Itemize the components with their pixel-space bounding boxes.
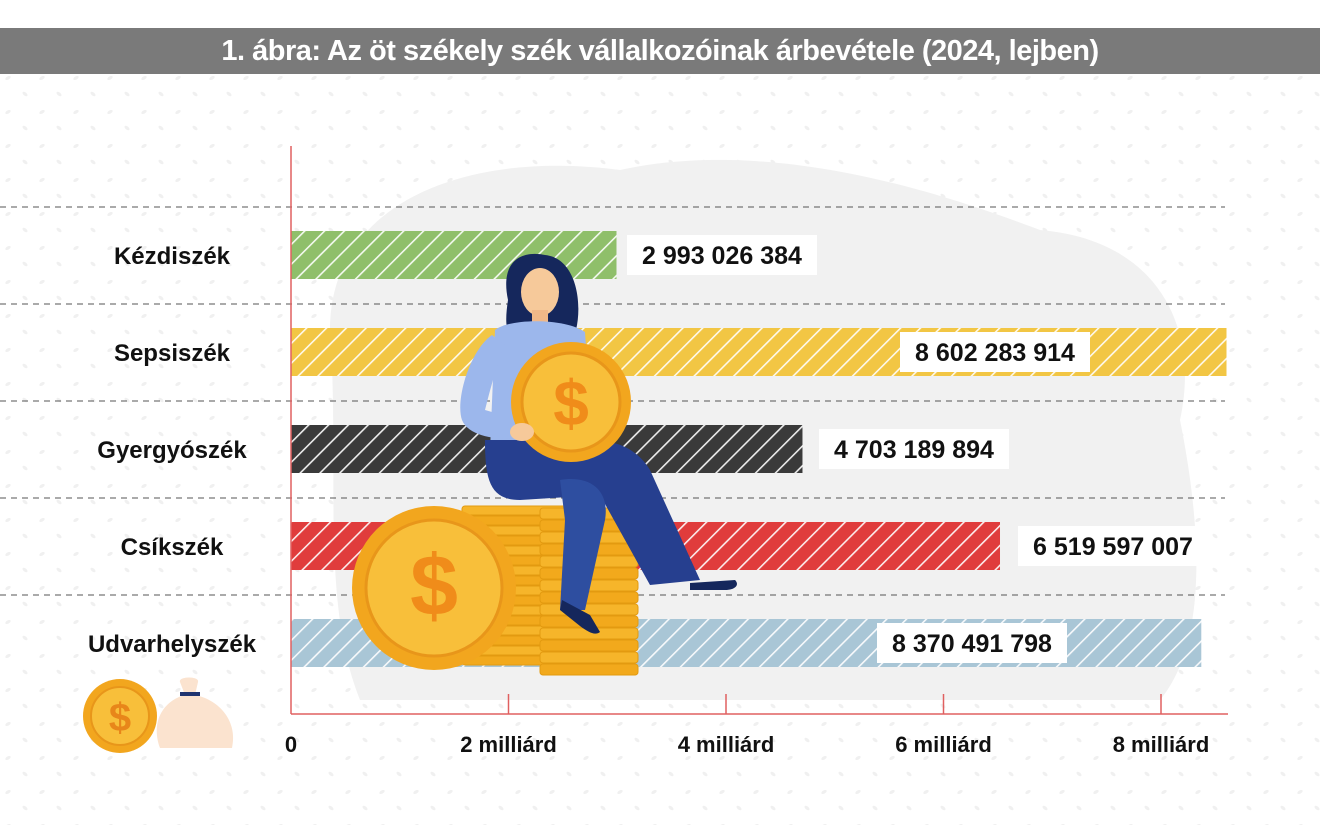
x-ticks: 0 2 milliárd 4 milliárd 6 milliárd 8 milliár… xyxy=(285,694,1209,757)
value-label: 6 519 597 007 xyxy=(1033,533,1193,561)
value-label: 2 993 026 384 xyxy=(642,242,802,270)
svg-text:$: $ xyxy=(410,538,458,634)
category-label: Gyergyószék xyxy=(97,437,247,464)
category-label: Csíkszék xyxy=(121,534,224,561)
x-tick-label: 6 milliárd xyxy=(895,732,992,757)
title-bar: 1. ábra: Az öt székely szék vállalkozóin… xyxy=(0,28,1320,74)
value-label-background xyxy=(900,332,1090,372)
category-label: Sepsiszék xyxy=(114,340,231,367)
value-label: 8 370 491 798 xyxy=(892,630,1052,658)
value-label: 4 703 189 894 xyxy=(834,436,994,464)
chart-title: 1. ábra: Az öt székely szék vállalkozóin… xyxy=(221,34,1099,67)
value-label-background xyxy=(627,235,817,275)
axes xyxy=(290,146,1228,715)
x-tick-label: 4 milliárd xyxy=(678,732,775,757)
value-labels: 2 993 026 384 8 602 283 914 4 703 189 894 6… xyxy=(627,235,1208,663)
value-label: 8 602 283 914 xyxy=(915,339,1075,367)
x-tick-label: 8 milliárd xyxy=(1113,732,1210,757)
category-label: Kézdiszék xyxy=(114,243,231,270)
svg-text:$: $ xyxy=(109,696,131,740)
category-label: Udvarhelyszék xyxy=(88,631,257,658)
coin-and-bag-decoration: $ xyxy=(83,677,234,753)
money-bag-icon xyxy=(156,677,234,748)
x-tick-label: 2 milliárd xyxy=(460,732,557,757)
svg-text:$: $ xyxy=(553,367,589,439)
value-label-background xyxy=(819,429,1009,469)
value-label-background xyxy=(1018,526,1208,566)
category-labels: Kézdiszék Sepsiszék Gyergyószék Csíkszék Udv… xyxy=(88,243,257,658)
value-label-background xyxy=(877,623,1067,663)
x-tick-label: 0 xyxy=(285,732,297,757)
woman-on-coins-illustration: $$ xyxy=(352,253,737,676)
